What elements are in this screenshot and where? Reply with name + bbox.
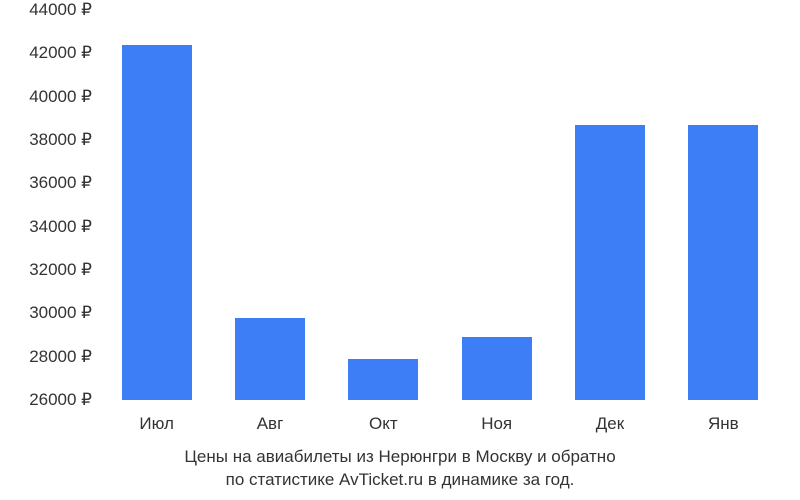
y-tick-label: 36000 ₽ xyxy=(29,173,100,193)
y-tick-label: 44000 ₽ xyxy=(29,0,100,20)
x-tick-label: Янв xyxy=(708,400,739,434)
caption-line-1: Цены на авиабилеты из Нерюнгри в Москву … xyxy=(184,447,615,466)
x-tick-label: Окт xyxy=(369,400,398,434)
bar xyxy=(122,45,192,400)
y-tick-label: 42000 ₽ xyxy=(29,43,100,63)
x-tick-label: Авг xyxy=(257,400,284,434)
plot-area: 26000 ₽28000 ₽30000 ₽32000 ₽34000 ₽36000… xyxy=(100,10,780,400)
y-tick-label: 30000 ₽ xyxy=(29,303,100,323)
x-tick-label: Июл xyxy=(139,400,174,434)
y-tick-label: 32000 ₽ xyxy=(29,260,100,280)
x-tick-label: Дек xyxy=(596,400,624,434)
y-tick-label: 26000 ₽ xyxy=(29,390,100,410)
y-tick-label: 28000 ₽ xyxy=(29,347,100,367)
y-tick-label: 40000 ₽ xyxy=(29,87,100,107)
price-bar-chart: 26000 ₽ 28000 ₽ 30000 ₽ 32000 ₽ 34000 ₽ 36000… xyxy=(0,0,800,500)
bar xyxy=(462,337,532,400)
bar xyxy=(348,359,418,400)
bar xyxy=(688,125,758,400)
x-tick-label: Ноя xyxy=(481,400,512,434)
caption-line-2: по статистике AvTicket.ru в динамике за … xyxy=(226,470,575,489)
bar xyxy=(235,318,305,400)
chart-caption: Цены на авиабилеты из Нерюнгри в Москву … xyxy=(0,446,800,492)
y-tick-label: 34000 ₽ xyxy=(29,217,100,237)
bar xyxy=(575,125,645,400)
y-tick-label: 38000 ₽ xyxy=(29,130,100,150)
